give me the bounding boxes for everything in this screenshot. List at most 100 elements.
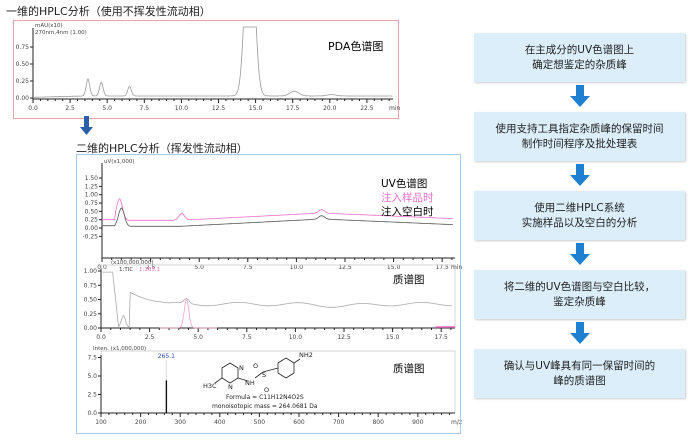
title-2d-hplc: 二维的HPLC分析（挥发性流动相） <box>76 142 248 155</box>
tic-trace2-label: 1:265.1 <box>139 267 160 273</box>
pda-y-tick-label: 0.25 <box>16 78 30 85</box>
pda-label: PDA色谱图 <box>328 40 384 53</box>
uv-label: UV色谱图 <box>381 178 428 190</box>
ms-mass: monoisotopic mass = 264.0681 Da <box>212 403 318 410</box>
pda-x-tick-label: 7.5 <box>140 105 150 112</box>
ms-y-tick-label: 7.5 <box>87 355 97 362</box>
uv-x-tick-label: 10.0 <box>290 264 304 271</box>
uv-x-tick-label: 2.5 <box>146 264 156 271</box>
flow-arrow-icon <box>570 322 590 344</box>
chromatograms: 0.0 2.5 5.0 7.5 10.0 12.5 15.0 17.5 20.0 22.5 min 0… <box>16 23 463 426</box>
flow-step-4: 将二维的UV色谱图与空白比较， 鉴定杂质峰 <box>474 270 685 319</box>
ms-y-tick-label: 5.0 <box>87 373 97 380</box>
tic-x-tick-label: 5.0 <box>193 334 203 341</box>
pda-x-tick-label: 20.0 <box>323 105 337 112</box>
pda-x-unit: min <box>389 105 401 112</box>
uv-x-tick-label: 5.0 <box>194 264 204 271</box>
pda-y-tick-label: 0.50 <box>16 61 30 68</box>
atom-label: N <box>228 383 233 391</box>
uv-y-tick-label: 0.75 <box>85 200 99 207</box>
tic-x-tick-label: 17.5 <box>435 334 449 341</box>
flow-step-3: 使用二维HPLC系统 实施样品以及空白的分析 <box>474 191 685 240</box>
ms-x-unit: m/z <box>451 419 462 426</box>
tic-x-tick-label: 2.5 <box>145 334 155 341</box>
pda-trace <box>33 26 393 98</box>
tic-x-tick-label: 10.0 <box>289 334 303 341</box>
uv-unit: uV(x1,000) <box>104 159 135 165</box>
ms-x-tick-label: 500 <box>254 419 266 426</box>
pda-x-tick-label: 22.5 <box>360 105 374 112</box>
ms-formula: Formula = C11H12N4O2S <box>226 394 304 401</box>
uv-x-unit: min <box>451 264 463 271</box>
uv-x-tick-label: 15.0 <box>387 264 401 271</box>
atom-label: N <box>239 364 244 372</box>
atom-label: S <box>262 371 266 379</box>
ms-peak-label: 265.1 <box>158 353 175 360</box>
ms-x-tick-label: 200 <box>135 419 147 426</box>
tic-y-tick-label: 1.00 <box>84 268 98 275</box>
tic-unit: (x100,000,000) <box>111 260 154 266</box>
uv-sample-label: 注入样品时 <box>381 192 434 204</box>
pda-x-tick-label: 0.0 <box>28 105 38 112</box>
pda-y-tick-label: 0.00 <box>16 95 30 102</box>
uv-x-tick-label: 7.5 <box>243 264 253 271</box>
ms-label: 质谱图 <box>393 363 425 375</box>
ms-x-tick-label: 900 <box>412 419 424 426</box>
pda-unit: mAU(x10) <box>35 23 63 29</box>
atom-label: NH2 <box>299 351 313 359</box>
down-arrow-icon <box>80 116 93 135</box>
flow-arrow-icon <box>570 164 590 186</box>
tic-x-tick-label: 15.0 <box>386 334 400 341</box>
pda-x-tick-label: 15.0 <box>249 105 263 112</box>
atom-label: O <box>253 362 258 370</box>
sulfamerazine-structure <box>214 357 301 384</box>
ms-x-tick-label: 700 <box>333 419 345 426</box>
uv-sample-trace <box>102 198 453 221</box>
pda-x-tick-label: 5.0 <box>102 105 112 112</box>
tic-y-tick-label: 0.50 <box>84 297 98 304</box>
tic-label: 质谱图 <box>393 274 425 286</box>
flow-arrow-icon <box>570 243 590 265</box>
tic-trace <box>101 271 452 328</box>
uv-y-tick-label: 0.25 <box>85 217 99 224</box>
pda-x-tick-label: 10.0 <box>175 105 189 112</box>
uv-y-tick-label: 0.50 <box>85 208 99 215</box>
flow-step-2: 使用支持工具指定杂质峰的保留时间 制作时间程序及批处理表 <box>474 112 685 161</box>
tic-x-tick-label: 12.5 <box>337 334 351 341</box>
uv-y-tick-label: 1.25 <box>85 183 99 190</box>
atom-label: O <box>264 386 269 394</box>
tic-trace1-label: 1:TIC <box>119 267 133 273</box>
atom-label: H3C <box>203 382 217 390</box>
xic-trace <box>159 299 218 329</box>
pda-x-tick-label: 17.5 <box>286 105 300 112</box>
ms-unit: Inten. (x1,000,000) <box>93 346 146 352</box>
ms-x-tick-label: 800 <box>372 419 384 426</box>
tic-x-tick-label: 0.0 <box>96 334 106 341</box>
ms-x-tick-label: 300 <box>174 419 186 426</box>
uv-y-tick-label: 0.00 <box>85 225 99 232</box>
uv-y-tick-label: 1.50 <box>85 175 99 182</box>
uv-y-tick-label: 1.00 <box>85 192 99 199</box>
uv-blank-label: 注入空白时 <box>381 206 434 218</box>
ms-x-tick-label: 100 <box>95 419 107 426</box>
flow-arrow-icon <box>570 85 590 107</box>
tic-y-tick-label: 0.75 <box>84 282 98 289</box>
ms-y-tick-label: 0.0 <box>87 410 97 417</box>
tic-x-tick-label: 7.5 <box>242 334 252 341</box>
atom-label: NH <box>245 379 255 387</box>
flow-step-1: 在主成分的UV色谱图上 确定想鉴定的杂质峰 <box>474 33 685 82</box>
ms-y-tick-label: 2.5 <box>87 392 97 399</box>
pda-x-tick-label: 2.5 <box>65 105 75 112</box>
uv-x-tick-label: 17.5 <box>436 264 450 271</box>
pda-y-tick-label: 0.75 <box>16 44 30 51</box>
tic-y-tick-label: 0.25 <box>84 311 98 318</box>
uv-blank-trace <box>102 207 453 227</box>
pda-x-tick-label: 12.5 <box>212 105 226 112</box>
ms-x-tick-label: 400 <box>214 419 226 426</box>
2d-panel <box>76 154 461 434</box>
pda-panel <box>13 20 399 119</box>
uv-x-tick-label: 0.0 <box>97 264 107 271</box>
uv-y-tick-label: -0.25 <box>82 233 98 240</box>
tic-y-tick-label: 0.00 <box>84 325 98 332</box>
title-1d-hplc: 一维的HPLC分析（使用不挥发性流动相） <box>6 5 211 18</box>
